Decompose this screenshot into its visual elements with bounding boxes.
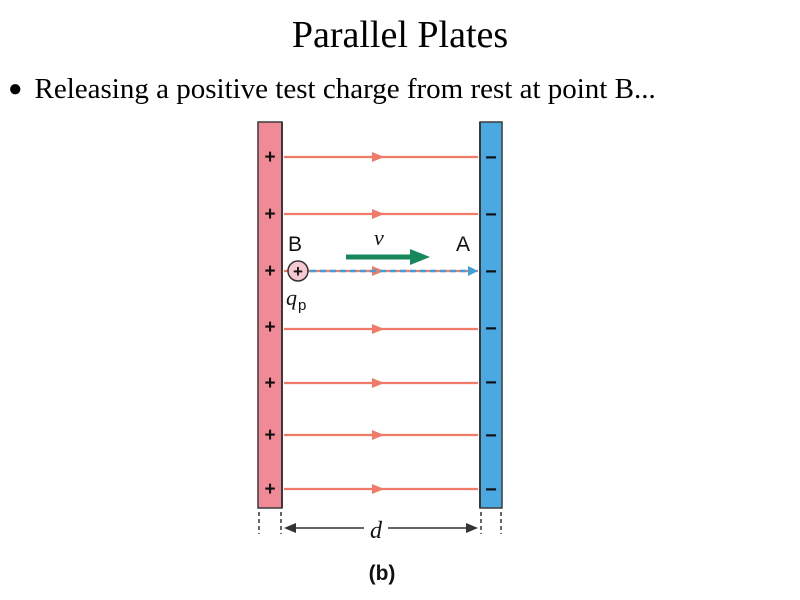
point-a-label: A	[456, 233, 470, 256]
minus-sign: −	[485, 147, 497, 169]
negative-plate	[479, 121, 503, 509]
test-charge: +	[287, 260, 309, 282]
bullet-dot-icon: ●	[8, 76, 23, 102]
field-line	[284, 152, 478, 162]
velocity-arrow	[346, 249, 430, 265]
plus-sign: +	[264, 373, 275, 394]
panel-label: (b)	[369, 562, 396, 585]
plus-sign: +	[264, 317, 275, 338]
minus-sign: −	[485, 318, 497, 340]
field-lines	[284, 152, 478, 494]
field-line	[284, 324, 478, 334]
minus-sign: −	[485, 261, 497, 283]
plus-sign: +	[264, 147, 275, 168]
positive-plate	[257, 121, 283, 509]
charge-label: qp	[286, 285, 306, 314]
distance-label: d	[370, 518, 383, 544]
bullet-text: Releasing a positive test charge from re…	[34, 73, 656, 105]
test-charge-sign: +	[293, 262, 303, 281]
minus-sign: −	[485, 204, 497, 226]
bullet-item: ● Releasing a positive test charge from r…	[8, 72, 656, 108]
field-line	[284, 430, 478, 440]
plus-sign: +	[264, 425, 275, 446]
plus-sign: +	[264, 204, 275, 225]
minus-sign: −	[485, 479, 497, 501]
velocity-label: v	[374, 225, 384, 250]
point-b-label: B	[288, 233, 302, 256]
distance-label-bg	[364, 516, 388, 540]
negative-charges: − − − − − − −	[485, 147, 497, 501]
charge-label-q: q	[286, 285, 297, 310]
minus-sign: −	[485, 372, 497, 394]
positive-charges: + + + + + + +	[264, 147, 275, 500]
slide-title: Parallel Plates	[291, 14, 509, 56]
charge-label-subscript: p	[298, 297, 306, 314]
field-line	[284, 209, 478, 219]
plus-sign: +	[264, 261, 275, 282]
path-b-to-a	[310, 266, 478, 276]
minus-sign: −	[485, 425, 497, 447]
field-line	[284, 378, 478, 388]
plus-sign: +	[264, 479, 275, 500]
field-line	[284, 484, 478, 494]
